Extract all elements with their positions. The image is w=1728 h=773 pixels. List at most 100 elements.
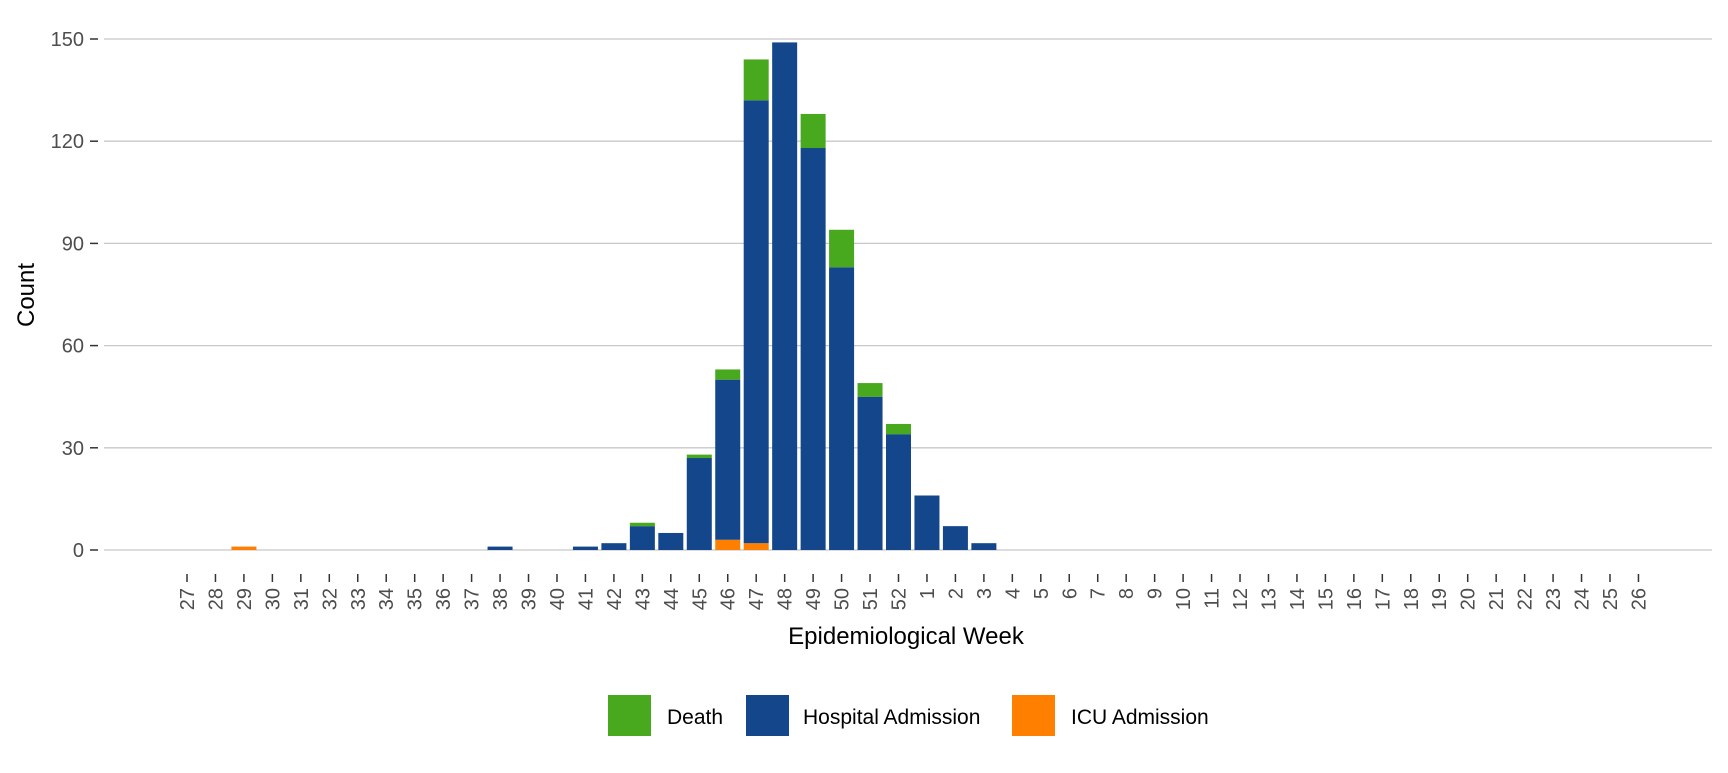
- x-tick-label: 7: [1088, 588, 1110, 599]
- bar-hospital-admission-week-52: [886, 434, 911, 550]
- x-tick-label: 10: [1173, 588, 1195, 610]
- legend-key-hospital-admission: [746, 695, 789, 736]
- x-tick-label: 23: [1543, 588, 1565, 610]
- x-tick-label: 19: [1429, 588, 1451, 610]
- x-tick-label: 17: [1372, 588, 1394, 610]
- x-tick-label: 46: [718, 588, 740, 610]
- x-tick-label: 16: [1344, 588, 1366, 610]
- x-tick-label: 40: [547, 588, 569, 610]
- x-tick-label: 6: [1059, 588, 1081, 599]
- x-tick-label: 34: [376, 588, 398, 610]
- x-tick-label: 20: [1458, 588, 1480, 610]
- x-tick-label: 41: [575, 588, 597, 610]
- x-tick-label: 42: [604, 588, 626, 610]
- y-tick-label: 90: [62, 233, 84, 255]
- gridlines: [104, 38, 1712, 551]
- y-axis: 0 30 60 90 120 150: [51, 29, 98, 562]
- x-tick-label: 21: [1486, 588, 1508, 610]
- bar-hospital-admission-week-46: [715, 379, 741, 540]
- bar-hospital-admission-week-1: [914, 495, 940, 550]
- bar-icu-admission-week-47: [743, 543, 769, 550]
- legend-label-death: Death: [667, 706, 723, 729]
- bar-hospital-admission-week-45: [686, 458, 712, 550]
- x-tick-label: 32: [319, 588, 341, 610]
- bar-hospital-admission-week-38: [487, 546, 513, 550]
- bar-hospital-admission-week-47: [743, 100, 769, 544]
- bar-hospital-admission-week-2: [942, 526, 968, 550]
- bar-hospital-admission-week-51: [857, 396, 883, 550]
- x-tick-label: 14: [1287, 588, 1309, 610]
- bar-death-week-45: [686, 454, 712, 459]
- x-tick-label: 11: [1202, 588, 1224, 609]
- x-tick-label: 50: [832, 588, 854, 610]
- bar-hospital-admission-week-48: [772, 42, 798, 550]
- x-tick-label: 29: [234, 588, 256, 610]
- x-tick-label: 26: [1628, 588, 1650, 610]
- bar-death-week-49: [800, 113, 826, 149]
- x-tick-label: 12: [1230, 588, 1252, 610]
- x-tick-label: 49: [803, 588, 825, 610]
- legend: Death Hospital Admission ICU Admission: [608, 695, 1209, 736]
- bar-icu-admission-week-46: [715, 539, 741, 550]
- bar-hospital-admission-week-44: [658, 532, 684, 550]
- x-tick-label: 30: [262, 588, 284, 610]
- x-tick-label: 4: [1002, 588, 1024, 599]
- y-tick-label: 120: [51, 131, 84, 153]
- x-tick-label: 22: [1515, 588, 1537, 610]
- bar-hospital-admission-week-42: [601, 543, 627, 550]
- x-tick-label: 48: [775, 588, 797, 610]
- y-tick-label: 0: [73, 540, 84, 562]
- y-tick-label: 150: [51, 29, 84, 51]
- y-tick-label: 30: [62, 438, 84, 460]
- bar-hospital-admission-week-50: [829, 267, 855, 550]
- x-tick-label: 51: [860, 588, 882, 610]
- x-tick-label: 38: [490, 588, 512, 610]
- bar-death-week-50: [829, 229, 855, 268]
- x-tick-label: 9: [1145, 588, 1167, 599]
- bar-death-week-47: [743, 59, 769, 101]
- bar-hospital-admission-week-41: [572, 546, 598, 550]
- x-tick-label: 35: [405, 588, 427, 610]
- x-tick-label: 24: [1572, 588, 1594, 610]
- x-tick-label: 33: [348, 588, 370, 610]
- x-tick-label: 45: [689, 588, 711, 610]
- x-tick-label: 44: [661, 588, 683, 610]
- bars: [231, 42, 997, 550]
- bar-death-week-46: [715, 369, 741, 380]
- x-tick-label: 8: [1116, 588, 1138, 599]
- legend-key-death: [608, 695, 651, 736]
- x-tick-label: 5: [1031, 588, 1053, 599]
- x-tick-label: 37: [462, 588, 484, 610]
- legend-key-icu-admission: [1012, 695, 1055, 736]
- bar-death-week-52: [886, 423, 911, 435]
- x-tick-label: 18: [1401, 588, 1423, 610]
- bar-hospital-admission-week-49: [800, 148, 826, 550]
- x-tick-label: 36: [433, 588, 455, 610]
- x-tick-label: 43: [632, 588, 654, 610]
- x-tick-label: 28: [205, 588, 227, 610]
- bar-death-week-43: [629, 522, 655, 527]
- x-tick-label: 25: [1600, 588, 1622, 610]
- bar-death-week-51: [857, 383, 883, 397]
- bar-icu-admission-week-29: [231, 546, 257, 550]
- x-tick-label: 31: [291, 588, 313, 610]
- x-tick-label: 15: [1315, 588, 1337, 610]
- bar-hospital-admission-week-43: [629, 526, 655, 550]
- x-tick-label: 39: [519, 588, 541, 610]
- y-axis-title: Count: [13, 263, 40, 327]
- x-tick-label: 27: [177, 588, 199, 610]
- x-axis-title: Epidemiological Week: [788, 623, 1025, 650]
- x-tick-label: 3: [974, 588, 996, 599]
- x-axis: 27 28 29 30 31 32 33 34 35 36 37 38 39 40 41 42 43 44 45 46…: [177, 574, 1650, 610]
- x-tick-label: 47: [746, 588, 768, 610]
- legend-label-hospital-admission: Hospital Admission: [803, 706, 980, 729]
- x-tick-label: 1: [917, 588, 939, 599]
- x-tick-label: 13: [1258, 588, 1280, 610]
- y-tick-label: 60: [62, 336, 84, 358]
- x-tick-label: 52: [889, 588, 911, 610]
- x-tick-label: 2: [945, 588, 967, 599]
- legend-label-icu-admission: ICU Admission: [1071, 706, 1209, 729]
- bar-hospital-admission-week-3: [971, 543, 997, 550]
